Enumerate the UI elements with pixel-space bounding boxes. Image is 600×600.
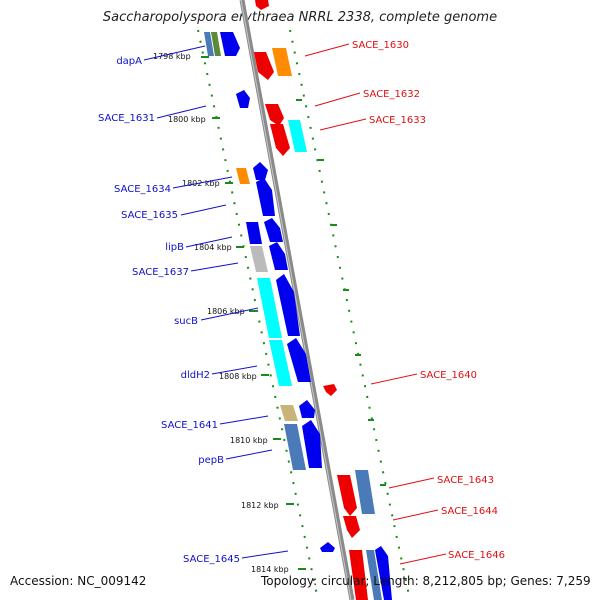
tick-label-1812: 1812 kbp bbox=[241, 501, 279, 510]
gene-label-SACE_1640: SACE_1640 bbox=[420, 370, 477, 381]
gene-SACE_1645 bbox=[320, 542, 335, 552]
forward-guide-line bbox=[197, 29, 319, 600]
gene-1646-steel bbox=[366, 550, 382, 600]
tick-label-1798: 1798 kbp bbox=[153, 52, 191, 61]
gene-label-pepB: pepB bbox=[198, 455, 224, 466]
gene-SACE_1640 bbox=[323, 384, 337, 396]
gene-label-SACE_1644: SACE_1644 bbox=[441, 506, 498, 517]
gene-SACE_1634-blue bbox=[253, 162, 268, 180]
map-title: Saccharopolyspora erythraea NRRL 2338, c… bbox=[102, 10, 498, 25]
tick-marks bbox=[201, 56, 306, 570]
gene-SACE_1633-cyan bbox=[288, 120, 307, 152]
topology-text: Topology: circular; Length: 8,212,805 bp… bbox=[261, 574, 591, 588]
gene-label-dapA: dapA bbox=[116, 56, 142, 67]
gene-label-SACE_1643: SACE_1643 bbox=[437, 475, 494, 486]
gene-SACE_1637-gray bbox=[250, 246, 268, 272]
gene-label-dldH2: dldH2 bbox=[181, 370, 210, 381]
gene-SACE_1632 bbox=[265, 104, 284, 126]
gene-dapA-blue bbox=[220, 32, 240, 56]
reverse-ticks bbox=[296, 99, 386, 486]
tick-label-1808: 1808 kbp bbox=[219, 372, 257, 381]
gene-SACE_1633-red bbox=[270, 124, 290, 156]
gene-SACE_1630-red bbox=[254, 52, 274, 80]
tick-label-1800: 1800 kbp bbox=[168, 115, 206, 124]
gene-SACE_1646 bbox=[349, 550, 368, 600]
gene-label-SACE_1632: SACE_1632 bbox=[363, 89, 420, 100]
gene-label-SACE_1633: SACE_1633 bbox=[369, 115, 426, 126]
gene-SACE_1635 bbox=[256, 178, 275, 216]
gene-lipB-a bbox=[246, 222, 262, 244]
gene-SACE_1643-steel bbox=[355, 470, 375, 514]
gene-label-SACE_1641: SACE_1641 bbox=[161, 420, 218, 431]
gene-label-sucB: sucB bbox=[174, 316, 198, 327]
reverse-genes bbox=[254, 0, 375, 600]
gene-SACE_1641-khaki bbox=[280, 405, 298, 421]
gene-label-SACE_1634: SACE_1634 bbox=[114, 184, 171, 195]
gene-label-SACE_1635: SACE_1635 bbox=[121, 210, 178, 221]
gene-label-SACE_1645: SACE_1645 bbox=[183, 554, 240, 565]
gene-sucB-blue bbox=[276, 274, 300, 336]
gene-dapA-steel bbox=[204, 32, 214, 56]
gene-SACE_1637-blue bbox=[269, 242, 288, 270]
gene-dapA-green bbox=[211, 32, 221, 56]
gene-label-SACE_1637: SACE_1637 bbox=[132, 267, 189, 278]
gene-SACE_1631 bbox=[236, 90, 250, 108]
tick-label-1806: 1806 kbp bbox=[207, 307, 245, 316]
gene-label-SACE_1646: SACE_1646 bbox=[448, 550, 505, 561]
gene-label-SACE_1631: SACE_1631 bbox=[98, 113, 155, 124]
gene-sucB-cyan bbox=[257, 278, 282, 338]
gene-lipB-b bbox=[264, 218, 283, 242]
genome-backbone bbox=[239, 0, 355, 600]
gene-pepB-steel bbox=[284, 424, 306, 470]
reverse-guide-line bbox=[289, 29, 411, 600]
gene-dldH2-cyan bbox=[269, 340, 292, 386]
tick-label-1804: 1804 kbp bbox=[194, 243, 232, 252]
gene-pepB-blue bbox=[302, 420, 322, 468]
gene-label-SACE_1630: SACE_1630 bbox=[352, 40, 409, 51]
gene-SACE_1644 bbox=[343, 516, 360, 538]
forward-genes bbox=[204, 32, 392, 600]
gene-SACE_1634-orange bbox=[236, 168, 250, 184]
gene-dldH2-blue bbox=[287, 338, 311, 382]
gene-1646-blue bbox=[375, 546, 392, 600]
forward-leaders bbox=[143, 45, 289, 559]
tick-label-1814: 1814 kbp bbox=[251, 565, 289, 574]
reverse-leaders bbox=[304, 43, 447, 565]
gene-SACE_1629-top bbox=[255, 0, 269, 10]
tick-label-1810: 1810 kbp bbox=[230, 436, 268, 445]
gene-SACE_1641-blue bbox=[299, 400, 315, 418]
gene-label-lipB: lipB bbox=[165, 242, 184, 253]
accession-text: Accession: NC_009142 bbox=[10, 574, 147, 588]
tick-label-1802: 1802 kbp bbox=[182, 179, 220, 188]
gene-SACE_1630-orange bbox=[272, 48, 292, 76]
gene-SACE_1643-red bbox=[337, 475, 357, 516]
